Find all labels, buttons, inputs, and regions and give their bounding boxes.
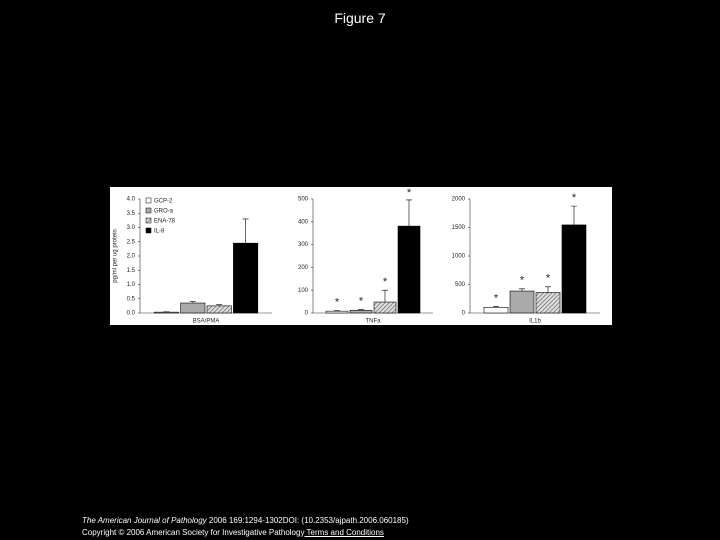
y-axis-label: pg/ml per ug protein (113, 229, 119, 282)
legend-label: GCP-2 (154, 199, 173, 205)
y-tick-label: 500 (455, 282, 466, 288)
y-tick-label: 2000 (452, 197, 466, 203)
legend-swatch (145, 227, 152, 234)
error-bar (242, 218, 249, 244)
y-tick-label: 3.5 (127, 211, 136, 217)
citation-line: The American Journal of Pathology 2006 1… (82, 515, 409, 527)
bar (509, 290, 535, 314)
bar (397, 225, 421, 314)
error-bar (406, 199, 412, 227)
bar (561, 224, 587, 314)
error-bar (216, 304, 223, 306)
slide-title: Figure 7 (334, 10, 386, 26)
error-bar (189, 301, 196, 304)
x-tick-label: BSA/PMA (193, 319, 220, 325)
error-bar (493, 306, 499, 308)
y-tick-label: 3.0 (127, 225, 136, 231)
error-bar (382, 289, 388, 303)
bar (180, 302, 206, 314)
error-bar (519, 288, 525, 292)
x-tick-label: IL1b (529, 319, 541, 325)
copyright-line: Copyright © 2006 American Society for In… (82, 527, 409, 539)
significance-mark: * (494, 292, 499, 304)
y-tick-label: 1500 (452, 225, 466, 231)
bar (206, 305, 232, 314)
y-tick-label: 2.5 (127, 239, 136, 245)
copyright: Copyright © 2006 American Society for In… (82, 528, 305, 537)
legend-swatch (145, 217, 152, 224)
y-tick-label: 1.0 (127, 282, 136, 288)
footer: The American Journal of Pathology 2006 1… (82, 515, 409, 539)
y-tick-label: 2.0 (127, 254, 136, 260)
y-tick-label: 100 (298, 288, 309, 294)
legend-label: IL-8 (154, 229, 165, 235)
y-tick-label: 0.5 (127, 296, 136, 302)
legend-label: ENA-78 (154, 219, 176, 225)
bar (233, 242, 259, 314)
y-tick-label: 300 (298, 242, 309, 248)
bar (153, 311, 179, 314)
journal: The American Journal of Pathology (82, 516, 207, 525)
significance-mark: * (359, 295, 364, 307)
y-tick-label: 4.0 (127, 197, 136, 203)
y-tick-label: 0 (305, 311, 309, 317)
significance-mark: * (407, 187, 412, 199)
error-bar (571, 205, 577, 225)
bar (325, 310, 349, 314)
significance-mark: * (335, 297, 340, 309)
y-tick-label: 1.5 (127, 268, 136, 274)
x-tick-label: TNFa (366, 319, 382, 325)
y-tick-label: 400 (298, 219, 309, 225)
bar (373, 301, 397, 314)
y-tick-label: 0.0 (127, 311, 136, 317)
legend-swatch (145, 207, 152, 214)
y-tick-label: 200 (298, 265, 309, 271)
error-bar (545, 286, 551, 293)
y-tick-label: 500 (298, 197, 309, 203)
legend-label: GRO-a (154, 209, 174, 215)
y-tick-label: 0 (462, 311, 466, 317)
significance-mark: * (546, 273, 551, 285)
significance-mark: * (383, 276, 388, 288)
y-tick-label: 1000 (452, 254, 466, 260)
significance-mark: * (520, 275, 525, 287)
bar (349, 309, 373, 314)
bar (535, 292, 561, 314)
citation: 2006 169:1294-1302DOI: (10.2353/ajpath.2… (206, 516, 409, 525)
significance-mark: * (572, 192, 577, 204)
error-bar (358, 309, 364, 311)
bar (483, 306, 509, 314)
terms-link[interactable]: Terms and Conditions (304, 528, 384, 537)
legend-swatch (145, 197, 152, 204)
